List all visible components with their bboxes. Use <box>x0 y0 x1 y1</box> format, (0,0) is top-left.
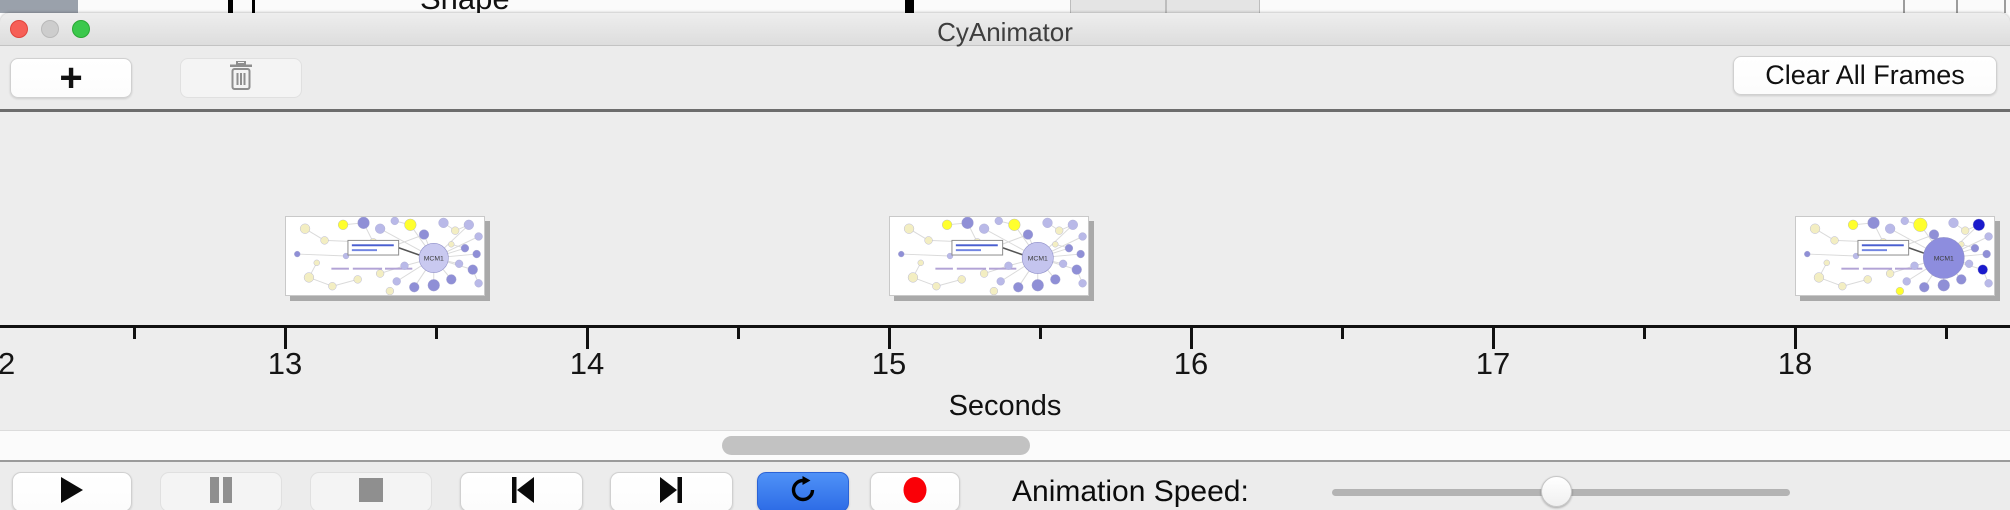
skip-to-start-button[interactable] <box>460 472 583 510</box>
major-tick <box>1190 328 1193 349</box>
background-fragment <box>1903 0 1905 13</box>
stop-icon <box>358 477 384 508</box>
bottombar-divider <box>0 460 2010 462</box>
clear-all-frames-button[interactable]: Clear All Frames <box>1733 56 1997 95</box>
animation-speed-slider[interactable] <box>1332 476 1790 507</box>
minor-tick <box>435 328 438 339</box>
minor-tick <box>1039 328 1042 339</box>
major-tick <box>888 328 891 349</box>
minimize-button[interactable] <box>41 20 59 38</box>
background-fragment <box>1165 0 1167 13</box>
tick-label: 18 <box>1777 346 1813 381</box>
skip-to-end-button[interactable] <box>610 472 733 510</box>
keyframe-thumbnail[interactable]: MCM1 <box>285 216 485 296</box>
svg-text:MCM1: MCM1 <box>424 255 444 262</box>
horizontal-scrollbar[interactable] <box>0 430 2010 460</box>
trash-icon <box>228 59 254 96</box>
tick-label: 17 <box>1475 346 1511 381</box>
background-app-strip: Shape <box>0 0 2010 13</box>
skip-to-end-icon <box>659 476 685 509</box>
background-fragment <box>1956 0 1958 13</box>
background-fragment <box>0 0 78 13</box>
title-bar: CyAnimator <box>0 13 2010 47</box>
minor-tick <box>737 328 740 339</box>
record-icon <box>901 475 929 510</box>
tick-label: 14 <box>569 346 605 381</box>
keyframe-thumbnail[interactable]: MCM1 <box>889 216 1089 296</box>
zoom-button[interactable] <box>72 20 90 38</box>
svg-text:MCM1: MCM1 <box>1028 255 1048 262</box>
playback-bar: Animation Speed: <box>0 462 2010 510</box>
record-button[interactable] <box>870 472 960 510</box>
loop-button[interactable] <box>757 472 849 510</box>
background-fragment <box>905 0 914 13</box>
animation-speed-label: Animation Speed: <box>1012 475 1249 508</box>
pause-button[interactable] <box>160 472 282 510</box>
background-shape-label: Shape <box>420 0 510 13</box>
svg-text:MCM1: MCM1 <box>1934 255 1954 262</box>
add-frame-button[interactable]: + <box>10 58 132 98</box>
frame-toolbar: + Clear All Frames <box>0 47 2010 109</box>
speed-slider-thumb[interactable] <box>1540 476 1572 507</box>
loop-icon <box>789 475 817 509</box>
window-title: CyAnimator <box>937 17 1073 47</box>
minor-tick <box>1341 328 1344 339</box>
toolbar-divider <box>0 109 2010 112</box>
tick-label: 15 <box>871 346 907 381</box>
stop-button[interactable] <box>310 472 432 510</box>
play-button[interactable] <box>12 472 132 510</box>
time-axis <box>0 325 2010 328</box>
major-tick <box>1794 328 1797 349</box>
skip-to-start-icon <box>509 476 535 509</box>
background-fragment <box>228 0 233 13</box>
pause-icon <box>208 476 234 509</box>
axis-caption: Seconds <box>948 390 1062 422</box>
background-fragment <box>252 0 255 13</box>
timeline-panel[interactable]: Seconds 12 13 14 15 16 17 18 MCM1 MCM1 MCM1 <box>0 112 2010 460</box>
play-icon <box>60 476 84 509</box>
minor-tick <box>133 328 136 339</box>
tick-label: 12 <box>0 346 16 381</box>
delete-frame-button[interactable] <box>180 58 302 98</box>
major-tick <box>586 328 589 349</box>
major-tick <box>1492 328 1495 349</box>
minor-tick <box>1945 328 1948 339</box>
background-fragment <box>2004 0 2006 13</box>
tick-label: 16 <box>1173 346 1209 381</box>
tick-label: 13 <box>267 346 303 381</box>
cyanimator-window: CyAnimator + Clear All Frames Seco <box>0 13 2010 510</box>
scrollbar-thumb[interactable] <box>722 436 1030 455</box>
clear-all-frames-label: Clear All Frames <box>1765 60 1965 90</box>
close-button[interactable] <box>10 20 28 38</box>
minor-tick <box>1643 328 1646 339</box>
major-tick <box>284 328 287 349</box>
keyframe-thumbnail[interactable]: MCM1 <box>1795 216 1995 296</box>
